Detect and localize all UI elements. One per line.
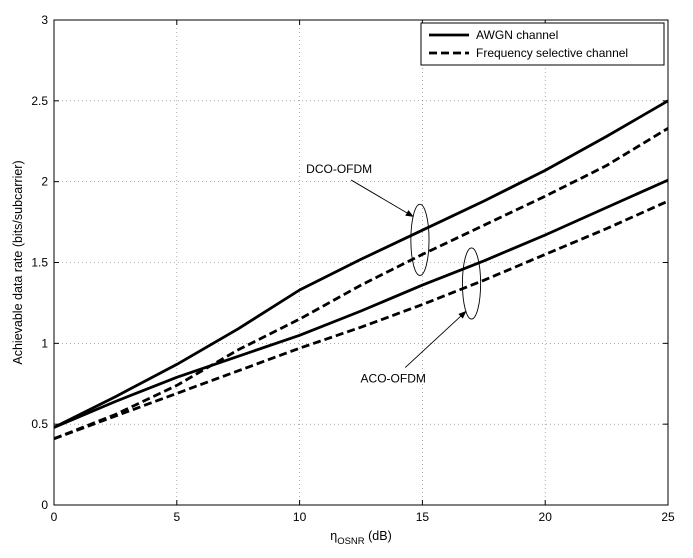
- x-tick-label: 20: [539, 510, 553, 524]
- annotations: DCO-OFDM ACO-OFDM: [306, 162, 482, 386]
- x-tick-label: 5: [173, 510, 180, 524]
- legend: AWGN channel Frequency selective channel: [420, 22, 665, 66]
- y-tick-label: 1.5: [31, 256, 48, 270]
- legend-label-frequency-selective: Frequency selective channel: [476, 46, 628, 60]
- x-axis-label-symbol: η: [330, 529, 337, 543]
- series-aco-ofdm-awgn-channel: [53, 178, 669, 429]
- annotation-ellipse-dco-ofdm: [410, 203, 430, 276]
- grid: [54, 20, 668, 505]
- x-axis-label-subscript: OSNR: [337, 536, 365, 547]
- y-tick-label: 2.5: [31, 94, 48, 108]
- legend-label-awgn: AWGN channel: [476, 28, 558, 42]
- y-tick-label: 1: [41, 336, 48, 350]
- annotation-label-dco-ofdm: DCO-OFDM: [306, 162, 372, 176]
- x-tick-label: 25: [661, 510, 675, 524]
- series-dco-ofdm-awgn-channel: [53, 99, 669, 429]
- legend-box: [420, 22, 665, 66]
- annotation-ellipse-aco-ofdm: [461, 247, 482, 320]
- annotation-arrow-aco-ofdm: [404, 310, 467, 368]
- y-tick-label: 3: [41, 13, 48, 27]
- y-tick-label: 0.5: [31, 417, 48, 431]
- axis-ticks: 0 5 10 15 20 25 0 0.5 1 1.5 2 2.5 3: [31, 13, 675, 524]
- x-axis-label: ηOSNR (dB): [330, 529, 392, 547]
- x-tick-label: 15: [416, 510, 430, 524]
- series-aco-ofdm-frequency-selective-channel: [53, 199, 669, 441]
- series-group: [53, 99, 669, 441]
- y-tick-label: 2: [41, 175, 48, 189]
- series-dco-ofdm-frequency-selective-channel: [53, 127, 669, 441]
- y-tick-label: 0: [41, 498, 48, 512]
- annotation-label-aco-ofdm: ACO-OFDM: [361, 372, 426, 386]
- annotation-arrow-dco-ofdm: [350, 179, 414, 217]
- x-tick-label: 10: [293, 510, 307, 524]
- y-axis-label: Achievable data rate (bits/subcarrier): [11, 160, 25, 364]
- x-tick-label: 0: [51, 510, 58, 524]
- x-axis-label-unit: (dB): [365, 529, 392, 543]
